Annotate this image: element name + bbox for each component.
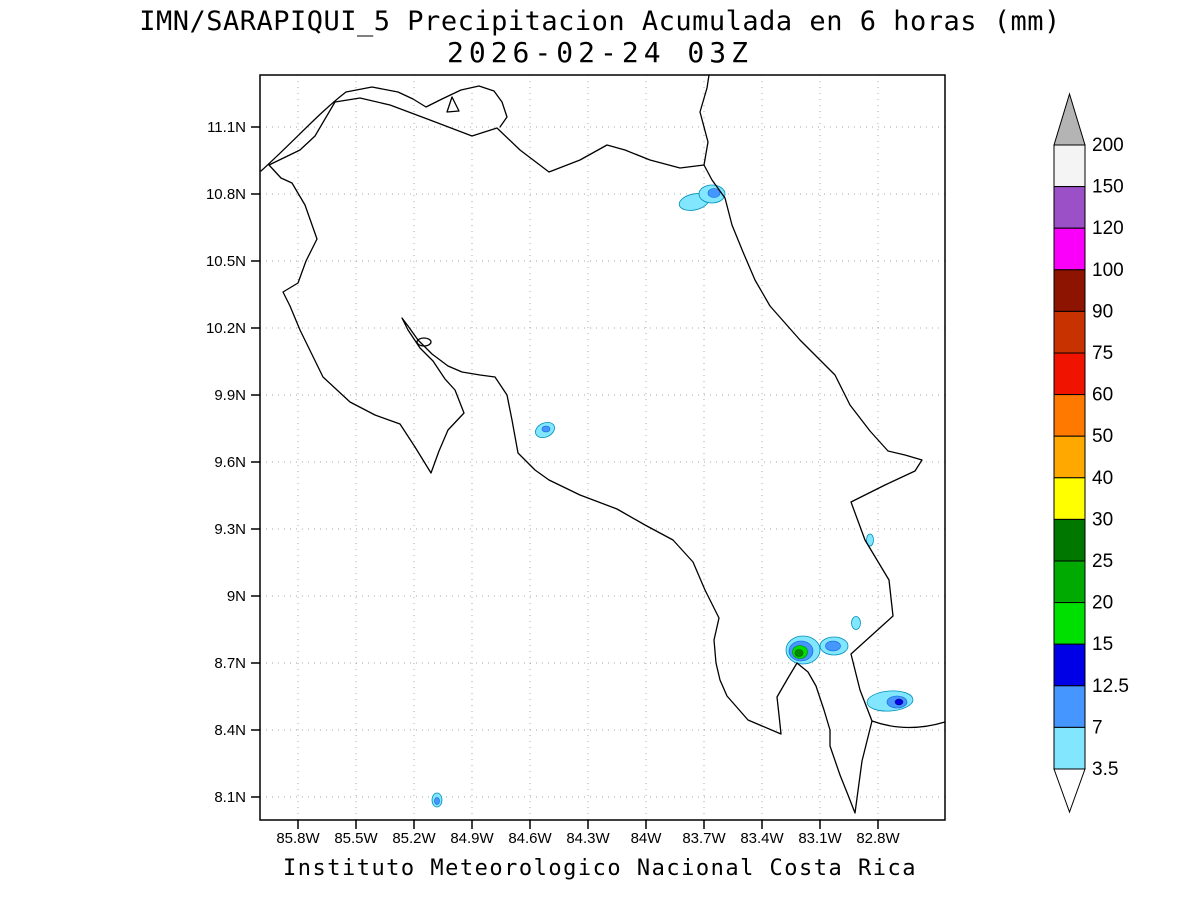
coastlines	[260, 74, 946, 814]
precipitation-colorbar: 200 150 120 100 90 75 60 50 40 30 25 20 15 12.5 7 3.5	[1053, 92, 1129, 814]
precip-cell-small-inland	[866, 533, 874, 547]
colorbar-level-label: 50	[1092, 426, 1113, 447]
colorbar-segment	[1053, 602, 1086, 645]
colorbar-level-label: 200	[1092, 135, 1124, 156]
credit-line: Instituto Meteorologico Nacional Costa R…	[282, 856, 918, 881]
colorbar-segment	[1053, 643, 1086, 687]
precip-cells	[431, 184, 914, 808]
lat-tick-label: 11.1N	[207, 119, 246, 136]
lon-tick-label: 83.1W	[798, 830, 842, 847]
contour-fill	[434, 797, 440, 805]
axis-ticks	[251, 126, 879, 829]
colorbar-level-label: 12.5	[1092, 676, 1129, 697]
precip-cell-golfo-dulce-cluster	[785, 616, 861, 665]
lon-tick-label: 84.3W	[566, 830, 610, 847]
isla-chira	[416, 337, 432, 347]
lake-nicaragua-shore	[260, 85, 508, 172]
colorbar-level-label: 75	[1092, 343, 1113, 364]
lat-tick-label: 9N	[227, 588, 246, 605]
lat-tick-label: 10.2N	[206, 320, 246, 337]
contour-fill	[707, 188, 721, 198]
precip-cell-offshore-south	[431, 792, 443, 808]
figure-title: IMN/SARAPIQUI_5 Precipitacion Acumulada …	[0, 6, 1200, 69]
figure-title-line1: IMN/SARAPIQUI_5 Precipitacion Acumulada …	[139, 6, 1061, 37]
colorbar-segment	[1053, 144, 1086, 188]
lon-tick-label: 83.4W	[740, 830, 784, 847]
contour-fill	[866, 533, 874, 547]
axis-labels: 11.1N 10.8N 10.5N 10.2N 9.9N 9.6N 9.3N 9N 8.7N 8.…	[206, 119, 901, 847]
lon-tick-label: 84.9W	[450, 830, 494, 847]
lat-tick-label: 8.7N	[214, 655, 246, 672]
lat-tick-label: 9.9N	[214, 387, 246, 404]
colorbar-segment	[1053, 394, 1086, 437]
colorbar-level-label: 3.5	[1092, 759, 1118, 780]
colorbar-arrow-top	[1053, 92, 1086, 146]
colorbar-segment	[1053, 310, 1086, 354]
lon-tick-label: 85.8W	[276, 830, 320, 847]
colorbar-segment	[1053, 560, 1086, 604]
colorbar-level-label: 90	[1092, 301, 1113, 322]
lake-island	[446, 96, 460, 113]
lon-tick-label: 84.6W	[508, 830, 552, 847]
colorbar-segment	[1053, 227, 1086, 271]
panama-coast	[871, 720, 946, 729]
lon-tick-label: 85.5W	[334, 830, 378, 847]
lon-tick-label: 85.2W	[392, 830, 436, 847]
colorbar-segment	[1053, 726, 1086, 770]
contour-fill	[894, 698, 904, 706]
precip-cell-central-pacific	[535, 421, 555, 439]
nicaragua-caribbean-coast	[699, 74, 710, 166]
lat-tick-label: 9.6N	[214, 454, 246, 471]
colorbar-level-label: 30	[1092, 509, 1113, 530]
colorbar-arrow-bottom	[1053, 768, 1086, 814]
figure-title-datetime: 2026-02-24 03Z	[446, 36, 753, 70]
colorbar-level-label: 60	[1092, 385, 1113, 406]
lat-tick-label: 8.1N	[214, 789, 246, 806]
colorbar-level-label: 25	[1092, 551, 1113, 572]
lon-tick-label: 82.8W	[856, 830, 900, 847]
colorbar-level-label: 20	[1092, 593, 1113, 614]
colorbar-segment	[1053, 269, 1086, 312]
precip-cell-southeast-coast	[866, 690, 914, 712]
lat-tick-label: 10.8N	[206, 186, 246, 203]
lat-tick-label: 8.4N	[214, 722, 246, 739]
colorbar-segment	[1053, 435, 1086, 479]
colorbar-level-label: 120	[1092, 218, 1124, 239]
colorbar-segment	[1053, 186, 1086, 229]
contour-fill	[794, 649, 804, 657]
colorbar-level-label: 100	[1092, 260, 1124, 281]
colorbar-segment	[1053, 477, 1086, 520]
colorbar-level-label: 7	[1092, 717, 1103, 738]
colorbar-segment	[1053, 685, 1086, 728]
plot-border	[259, 74, 946, 821]
lat-tick-label: 9.3N	[214, 521, 246, 538]
colorbar-segment	[1053, 518, 1086, 562]
colorbar-level-label: 150	[1092, 177, 1124, 198]
colorbar-level-label: 40	[1092, 468, 1113, 489]
colorbar-segment	[1053, 352, 1086, 396]
lon-tick-label: 83.7W	[682, 830, 726, 847]
contour-fill	[541, 425, 551, 433]
lon-tick-label: 84W	[631, 830, 663, 847]
graticule	[260, 75, 945, 820]
contour-fill	[851, 616, 861, 630]
contour-fill	[825, 640, 841, 652]
costa-rica-outline	[268, 97, 923, 814]
lat-tick-label: 10.5N	[206, 253, 246, 270]
colorbar-level-label: 15	[1092, 634, 1113, 655]
